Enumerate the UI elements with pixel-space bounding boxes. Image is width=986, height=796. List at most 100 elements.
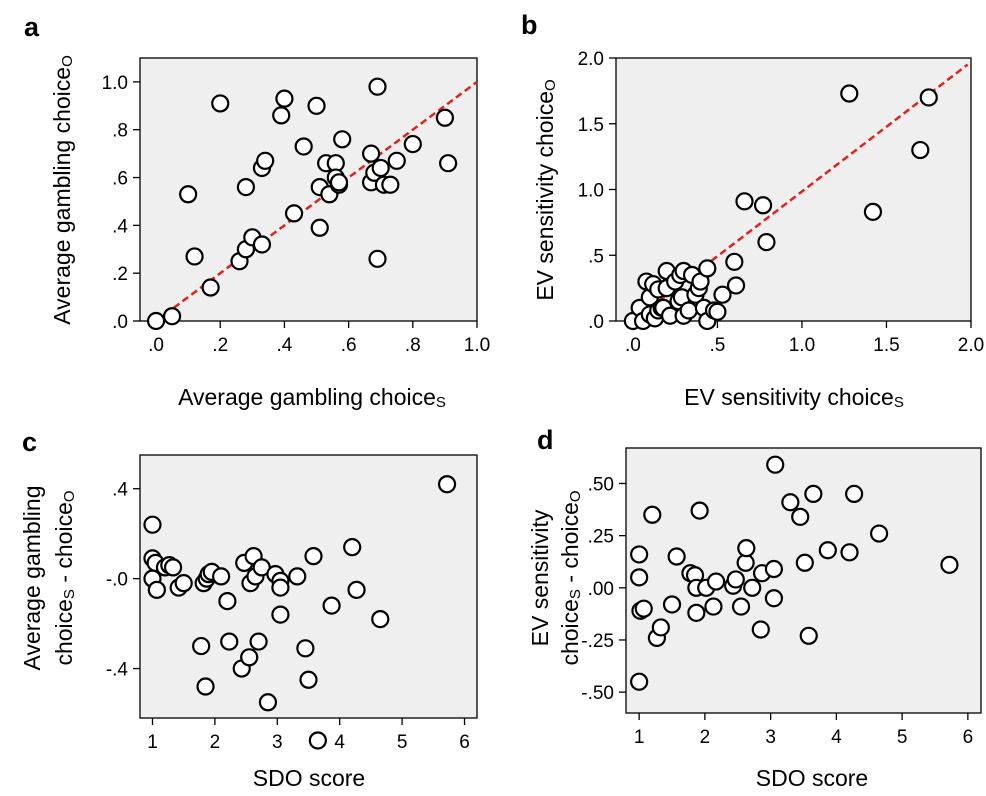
panel-b-x-tick-label: .5 (709, 335, 725, 356)
panel-b-x-tick-label: 1.5 (873, 335, 899, 356)
panel-b-data-point (911, 140, 930, 160)
panel-d-x-tick-label: 2 (700, 727, 711, 748)
panel-d-data-point (766, 455, 785, 474)
panel-d-data-point (731, 597, 751, 616)
panel-c-x-tick-label: 3 (272, 732, 283, 753)
panel-b-x-tick-label: 1.0 (789, 335, 815, 356)
panel-c-data-point (296, 639, 315, 658)
panel-b-y-tick-label: 1.0 (578, 181, 604, 202)
panel-a-y-tick-label: .0 (112, 312, 128, 333)
panel-b-y-tick-label: 2.0 (578, 49, 604, 70)
panel-a-x-axis-label: Average gambling choiceS (178, 384, 446, 411)
panel-d-data-point (940, 555, 959, 574)
panel-b-data-point (698, 259, 717, 278)
panel-a-data-point (361, 144, 381, 163)
panel-a-x-tick-label: .2 (212, 335, 228, 356)
panel-d-data-point (704, 597, 723, 616)
panel-d-data-point (690, 501, 709, 520)
panel-d-x-tick-label: 3 (765, 727, 776, 748)
panel-b-letter: b (521, 10, 538, 40)
panel-c-data-point (271, 578, 290, 597)
panel-b-chart: b .0 .5 1.0 1.5 2.0 .0 .5 1.0 1.5 2.0 EV sensitiv… (521, 10, 984, 411)
panel-b-data-point (753, 196, 773, 215)
panel-d-data-point (840, 543, 859, 562)
panel-b-data-point (919, 88, 938, 107)
panel-d-data-point (845, 484, 864, 504)
panel-a-x-tick-label: .4 (276, 335, 292, 356)
panel-c-data-point (288, 567, 307, 586)
panel-c-data-point (220, 632, 239, 651)
panel-b-data-point (725, 252, 744, 271)
panel-b-data-point (726, 276, 746, 295)
panel-a-x-tick-label: .0 (148, 335, 164, 356)
panel-a-letter: a (24, 12, 40, 42)
panel-c-data-point (258, 693, 278, 712)
panel-a-y-tick-label: .8 (112, 121, 128, 142)
panel-d-data-point (737, 539, 756, 558)
panel-c-data-point (174, 574, 193, 593)
panel-a-y-tick-label: 1.0 (102, 73, 128, 94)
panel-c-y-tick-label: -.0 (106, 570, 128, 591)
panel-d-data-point (743, 578, 762, 597)
panel-c-points (143, 475, 457, 750)
panel-a-data-point (275, 89, 294, 108)
panel-b-data-point (708, 302, 727, 321)
panel-d-data-point (751, 620, 770, 639)
panel-b-data-point (679, 301, 698, 320)
panel-a-data-point (387, 151, 406, 170)
panel-d-y-axis-label-line1: EV sensitivity (527, 509, 553, 646)
panel-d-points (630, 455, 959, 691)
panel-c-x-tick-label: 2 (210, 732, 221, 753)
panel-c-data-point (343, 538, 362, 557)
panel-c-data-point (308, 731, 327, 750)
panel-c-y-tick-label: -.4 (106, 660, 129, 681)
panel-c-data-point (271, 605, 290, 624)
panel-a-data-point (435, 108, 455, 127)
panel-a-data-point (310, 218, 329, 237)
panel-a-data-point (307, 96, 326, 115)
panel-d-data-point (804, 484, 823, 504)
panel-c-data-point (192, 636, 211, 656)
panel-c-chart: c 1 2 3 4 5 6 .4 -.0 -.4 SDO score Average gambl… (19, 427, 478, 791)
panel-d-data-point (781, 493, 800, 512)
panel-d-data-point (643, 505, 662, 524)
panel-a-ticks: .0 .2 .4 .6 .8 1.0 .0 .2 .4 .6 .8 1.0 (102, 73, 491, 356)
panel-a-data-point (284, 204, 304, 223)
panel-c-x-tick-label: 4 (334, 732, 345, 753)
panel-c-data-point (212, 567, 231, 586)
panel-a-data-point (272, 106, 291, 125)
panel-d-data-point (795, 553, 814, 572)
panel-d-y-tick-label: .25 (588, 527, 614, 548)
panel-d-data-point (818, 541, 837, 560)
panel-d-data-point (791, 507, 810, 526)
panel-d-x-axis-label: SDO score (756, 765, 868, 791)
panel-b-y-axis-label: EV sensitivity choiceO (532, 79, 559, 300)
panel-d-data-point (651, 618, 670, 637)
panel-c-data-point (147, 580, 166, 599)
panel-c-data-point (249, 632, 268, 651)
panel-c-x-tick-label: 6 (459, 732, 470, 753)
panel-c-data-point (299, 670, 318, 689)
panel-d-data-point (630, 545, 649, 564)
panel-a-data-point (403, 134, 422, 154)
panel-a-data-point (252, 235, 272, 254)
panel-a-data-point (185, 247, 204, 266)
panel-a-data-point (201, 278, 220, 297)
panel-a-y-axis-label: Average gambling choiceO (49, 55, 76, 325)
panel-c-data-point (240, 648, 259, 667)
panel-a-data-point (236, 178, 256, 197)
panel-a-x-tick-label: 1.0 (464, 335, 490, 356)
panel-b-x-axis-label: EV sensitivity choiceS (684, 384, 904, 411)
panel-a-data-point (162, 307, 182, 326)
panel-c-y-tick-label: .4 (112, 480, 128, 501)
panel-b-data-point (840, 84, 859, 103)
panel-d-data-point (662, 595, 682, 614)
panel-a-data-point (256, 151, 275, 170)
panel-a-data-point (146, 311, 166, 331)
panel-d-y-tick-label: .00 (588, 579, 614, 600)
panel-c-data-point (163, 558, 183, 577)
panel-c-letter: c (22, 427, 37, 457)
panel-a-data-point (211, 94, 230, 113)
panel-a-data-point (179, 185, 198, 204)
panel-d-data-point (630, 568, 649, 587)
